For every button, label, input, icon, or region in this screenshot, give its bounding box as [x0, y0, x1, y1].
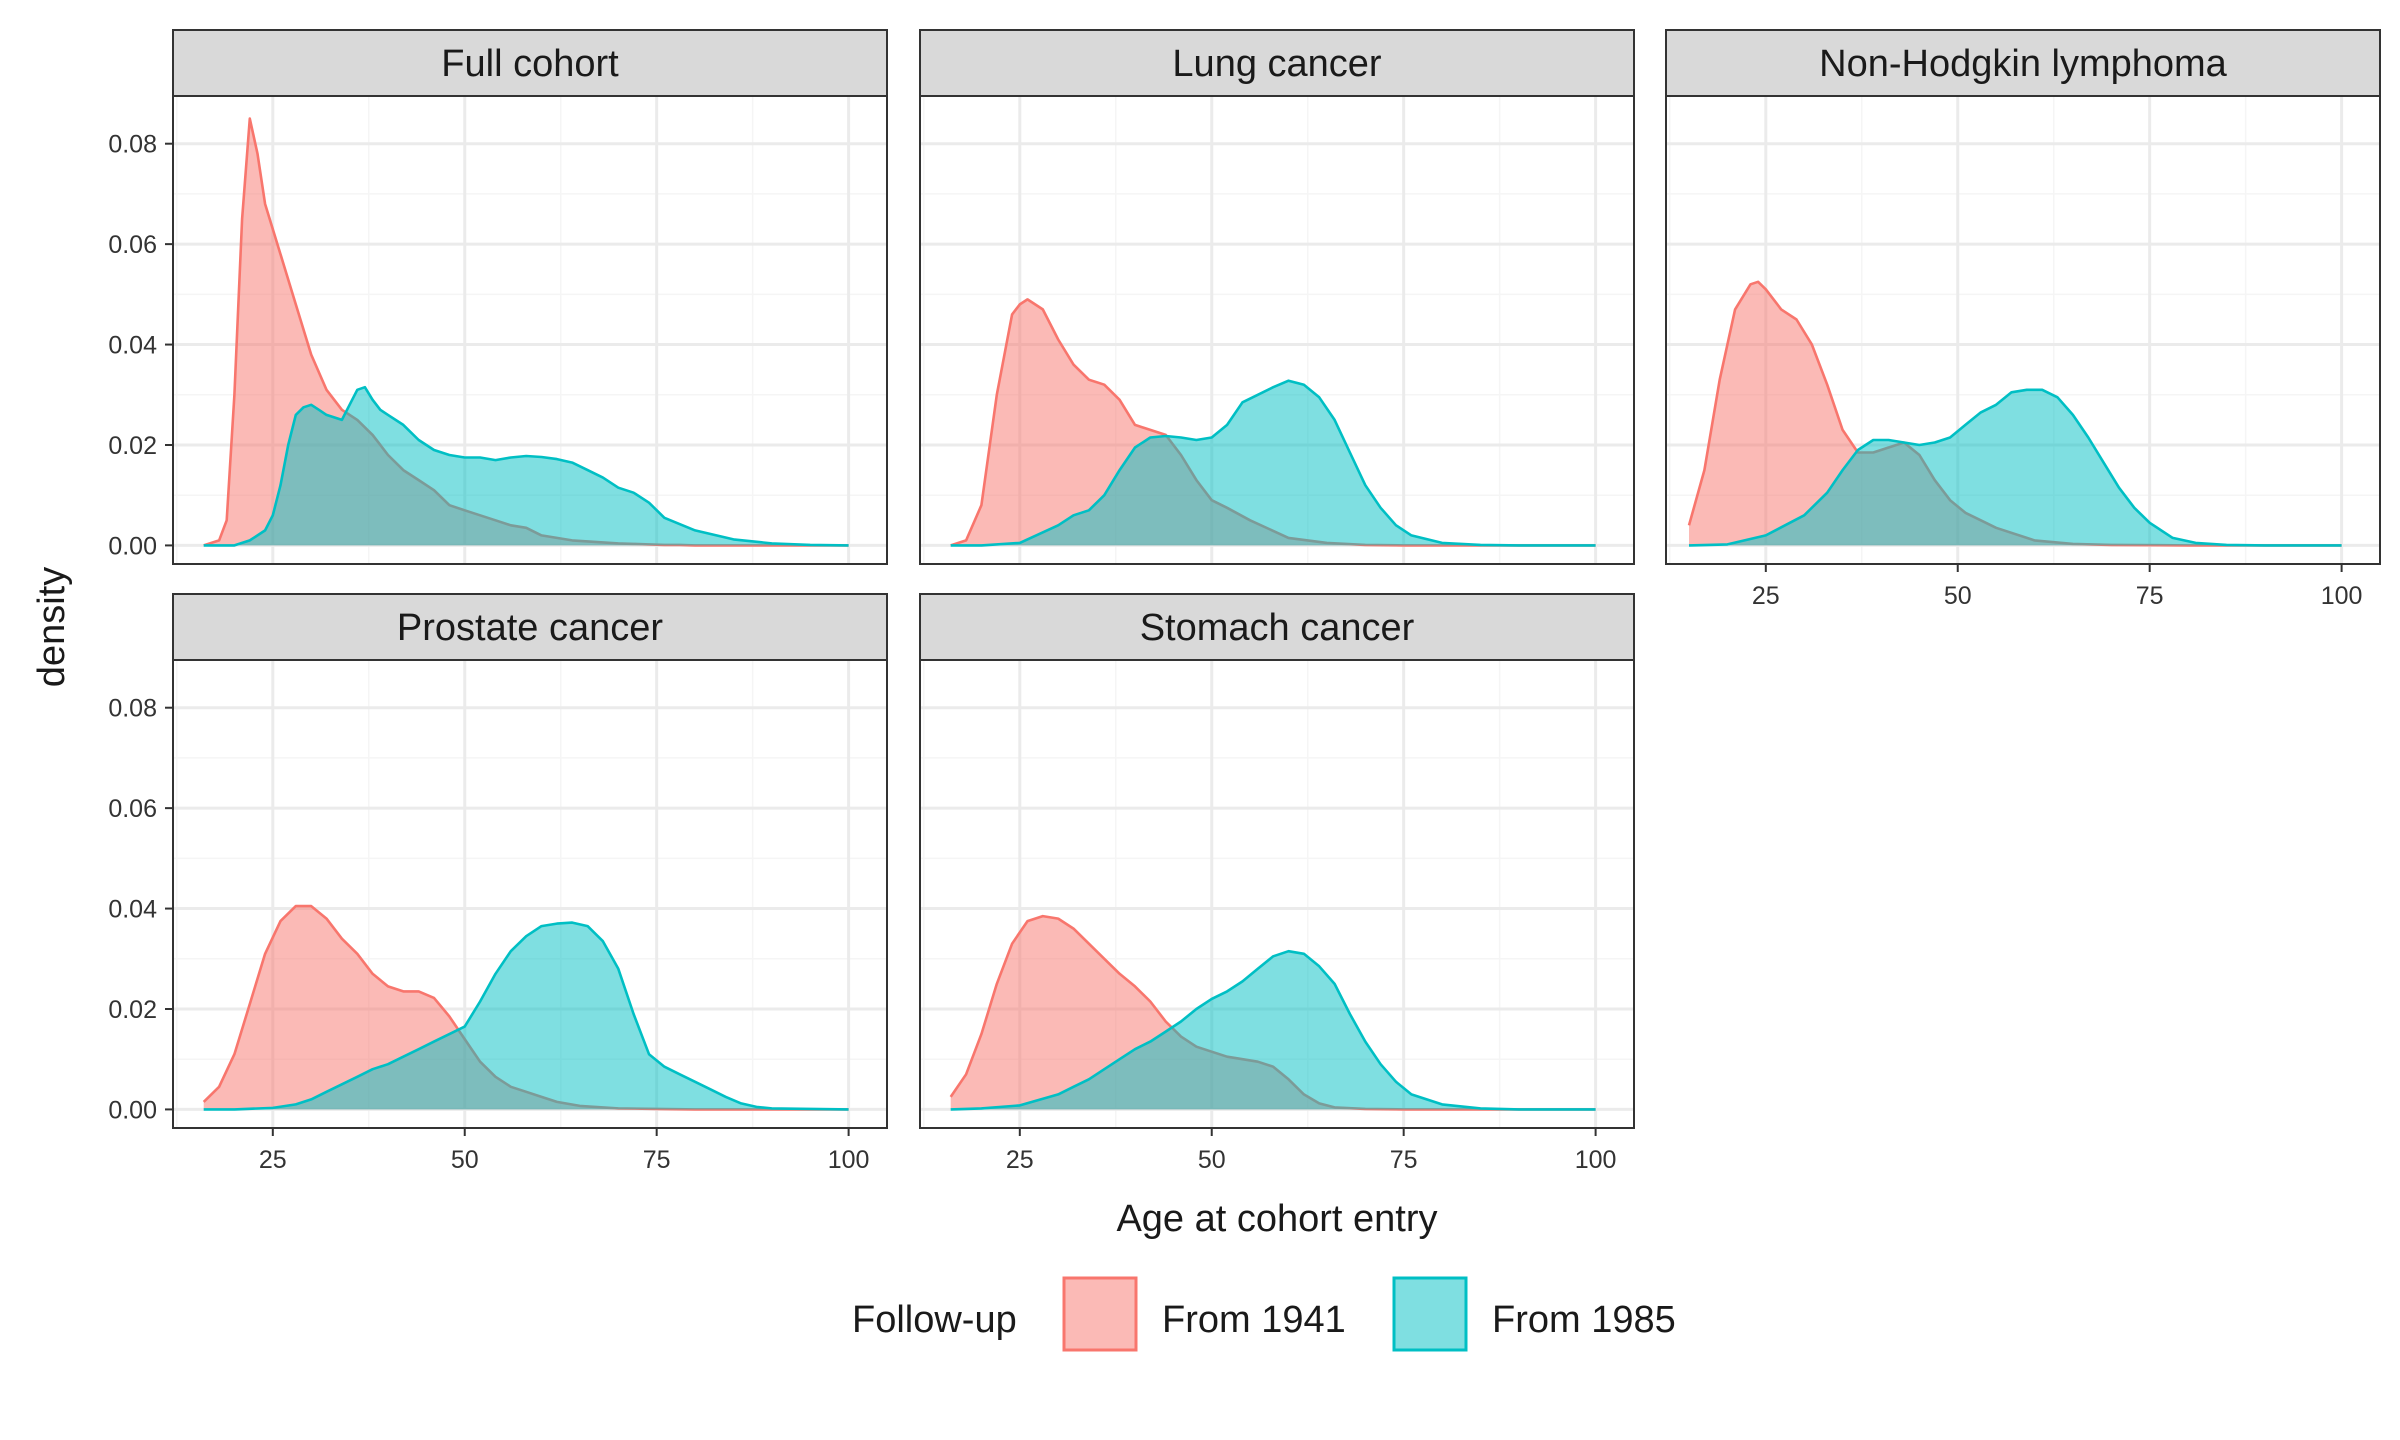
strip-background	[172, 593, 888, 661]
x-tick-label: 75	[1390, 1146, 1418, 1174]
y-tick-label: 0.00	[108, 1096, 157, 1124]
panels: Full cohort 0.00 0.02 0.04 0.06 0.08 Lung canc…	[108, 29, 2381, 1174]
strip-background	[1665, 29, 2381, 97]
y-tick-label: 0.04	[108, 896, 157, 924]
strip-label: Prostate cancer	[397, 607, 663, 649]
y-axis-title: density	[31, 567, 73, 687]
y-tick-label: 0.04	[108, 332, 157, 360]
x-tick-label: 75	[2136, 582, 2164, 610]
strip-background	[172, 29, 888, 97]
x-tick-label: 25	[259, 1146, 287, 1174]
density-line-from-1985	[950, 949, 1596, 1111]
y-tick-label: 0.06	[108, 231, 157, 259]
density-line-from-1985	[203, 385, 849, 547]
y-tick-label: 0.08	[108, 131, 157, 159]
y-tick-label: 0.02	[108, 996, 157, 1024]
density-area-from-1985	[1689, 389, 2342, 546]
x-tick-label: 25	[1006, 1146, 1034, 1174]
x-tick-label: 50	[1198, 1146, 1226, 1174]
x-tick-label: 50	[451, 1146, 479, 1174]
density-area-from-1985	[950, 380, 1596, 546]
strip-label: Stomach cancer	[1140, 607, 1415, 649]
strip-label: Full cohort	[441, 43, 619, 85]
x-tick-label: 25	[1752, 582, 1780, 610]
density-area-from-1985	[203, 387, 849, 546]
x-tick-label: 100	[1575, 1146, 1617, 1174]
density-line-from-1985	[950, 379, 1596, 547]
y-tick-label: 0.08	[108, 695, 157, 723]
panel-non-hodgkin-lymphoma: Non-Hodgkin lymphoma 25 50 75 100	[1665, 29, 2381, 610]
strip-label: Lung cancer	[1172, 43, 1381, 85]
legend-title: Follow-up	[852, 1299, 1017, 1341]
x-tick-label: 75	[643, 1146, 671, 1174]
panel-stomach-cancer: Stomach cancer 25 50 75 100	[919, 593, 1635, 1174]
legend: Follow-up From 1941 From 1985	[852, 1276, 1676, 1352]
density-area-from-1985	[950, 951, 1596, 1110]
panel-lung-cancer: Lung cancer	[919, 29, 1635, 565]
y-tick-label: 0.06	[108, 795, 157, 823]
legend-label-from-1985: From 1985	[1492, 1299, 1676, 1341]
y-tick-label: 0.02	[108, 432, 157, 460]
density-area-from-1941	[203, 906, 849, 1110]
strip-background	[919, 29, 1635, 97]
panel-prostate-cancer: Prostate cancer 0.00 0.02 0.04 0.06 0.08 25 50 7…	[108, 593, 888, 1174]
x-tick-label: 100	[828, 1146, 870, 1174]
strip-background	[919, 593, 1635, 661]
density-line-from-1985	[1688, 388, 2342, 547]
density-area-from-1941	[950, 916, 1596, 1110]
strip-label: Non-Hodgkin lymphoma	[1819, 43, 2227, 85]
legend-label-from-1941: From 1941	[1162, 1299, 1346, 1341]
density-area-from-1985	[203, 922, 849, 1110]
legend-key-from-1985	[1392, 1276, 1468, 1352]
x-tick-label: 100	[2321, 582, 2363, 610]
legend-key-from-1941	[1062, 1276, 1138, 1352]
panel-full-cohort: Full cohort 0.00 0.02 0.04 0.06 0.08	[108, 29, 888, 565]
x-axis-title: Age at cohort entry	[1116, 1198, 1437, 1240]
x-tick-label: 50	[1944, 582, 1972, 610]
y-tick-label: 0.00	[108, 532, 157, 560]
density-line-from-1985	[203, 921, 849, 1111]
